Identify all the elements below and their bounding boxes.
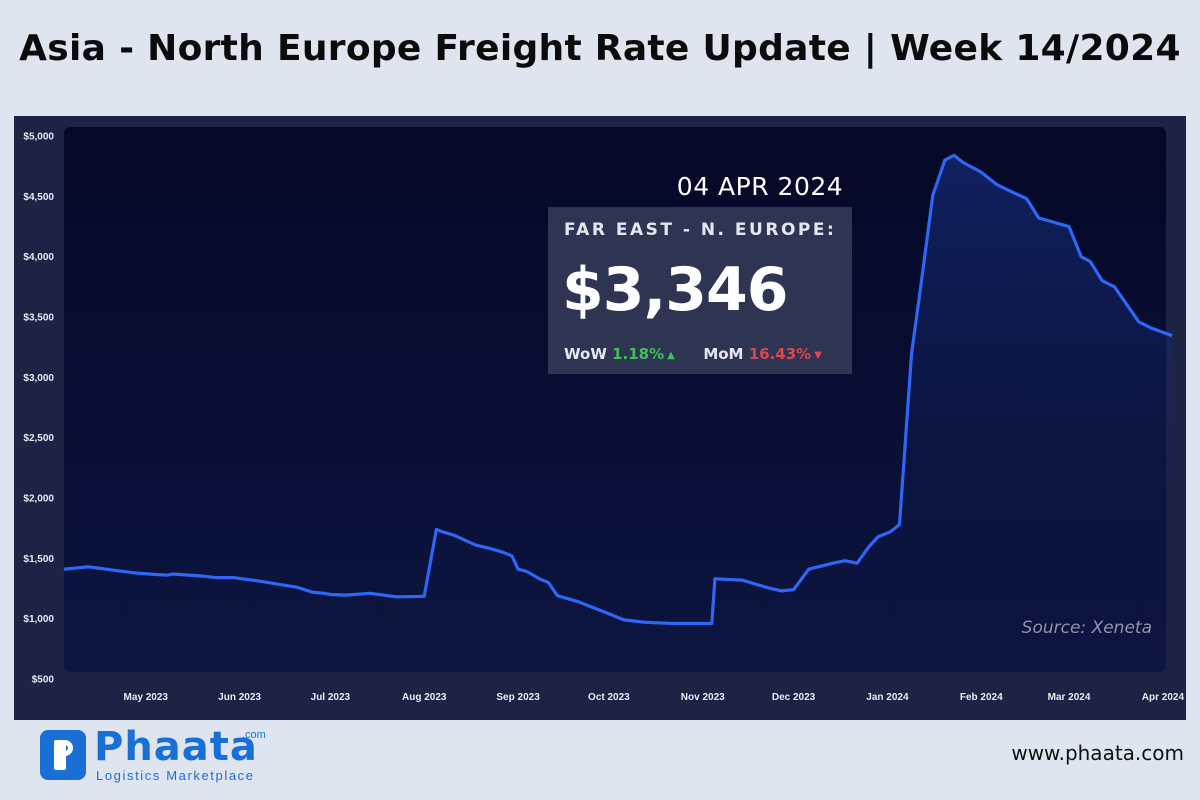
triangle-down-icon: ▼ [814, 350, 822, 361]
wow-label: WoW [564, 345, 607, 363]
x-axis: May 2023 Jun 2023 Jul 2023 Aug 2023 Sep 2023… [123, 692, 1184, 703]
website-link[interactable]: www.phaata.com [1011, 741, 1184, 765]
phaata-logo-icon [40, 730, 86, 780]
logo-brand-name: Phaata [94, 724, 258, 770]
x-tick-label: Oct 2023 [588, 692, 630, 703]
y-tick-label: $5,000 [23, 132, 54, 143]
x-tick-label: Aug 2023 [402, 692, 447, 703]
rate-area-fill [64, 155, 1172, 673]
y-tick-label: $1,500 [23, 554, 54, 565]
y-tick-label: $500 [32, 675, 55, 686]
triangle-up-icon: ▲ [667, 350, 675, 361]
y-tick-label: $3,000 [23, 373, 54, 384]
x-tick-label: Nov 2023 [681, 692, 725, 703]
mom-label: MoM [703, 345, 744, 363]
x-tick-label: Apr 2024 [1142, 692, 1185, 703]
current-rate: $3,346 [562, 255, 789, 325]
rate-summary-card: FAR EAST - N. EUROPE: $3,346 WoW 1.18% ▲ … [548, 207, 852, 374]
y-tick-label: $2,000 [23, 494, 54, 505]
x-tick-label: Sep 2023 [496, 692, 540, 703]
page-title: Asia - North Europe Freight Rate Update … [19, 28, 1181, 69]
rate-series-line [63, 153, 1173, 626]
y-tick-label: $4,500 [23, 192, 54, 203]
callout-date: 04 APR 2024 [676, 172, 844, 201]
source-note: Source: Xeneta [1021, 618, 1152, 638]
wow-value: 1.18% [612, 345, 665, 363]
x-tick-label: Jun 2023 [218, 692, 261, 703]
y-tick-label: $4,000 [23, 252, 54, 263]
route-label: FAR EAST - N. EUROPE: [564, 220, 837, 240]
x-tick-label: Jan 2024 [866, 692, 909, 703]
y-tick-label: $1,000 [23, 614, 54, 625]
x-tick-label: Dec 2023 [772, 692, 816, 703]
x-tick-label: Mar 2024 [1048, 692, 1091, 703]
x-tick-label: Jul 2023 [311, 692, 351, 703]
logo-brand-suffix: .com [242, 729, 266, 741]
chart-canvas: $500 $1,000 $1,500 $2,000 $2,500 $3,000 $3,500… [23, 127, 1184, 703]
phaata-logo[interactable]: Phaata .com Logistics Marketplace [40, 724, 280, 786]
mom-value: 16.43% [748, 345, 812, 363]
y-tick-label: $3,500 [23, 313, 54, 324]
y-axis: $500 $1,000 $1,500 $2,000 $2,500 $3,000 $3,500… [23, 132, 54, 686]
rate-changes: WoW 1.18% ▲ MoM 16.43% ▼ [564, 345, 822, 363]
x-tick-label: May 2023 [123, 692, 168, 703]
logo-tagline: Logistics Marketplace [96, 768, 255, 783]
x-tick-label: Feb 2024 [960, 692, 1003, 703]
y-tick-label: $2,500 [23, 433, 54, 444]
